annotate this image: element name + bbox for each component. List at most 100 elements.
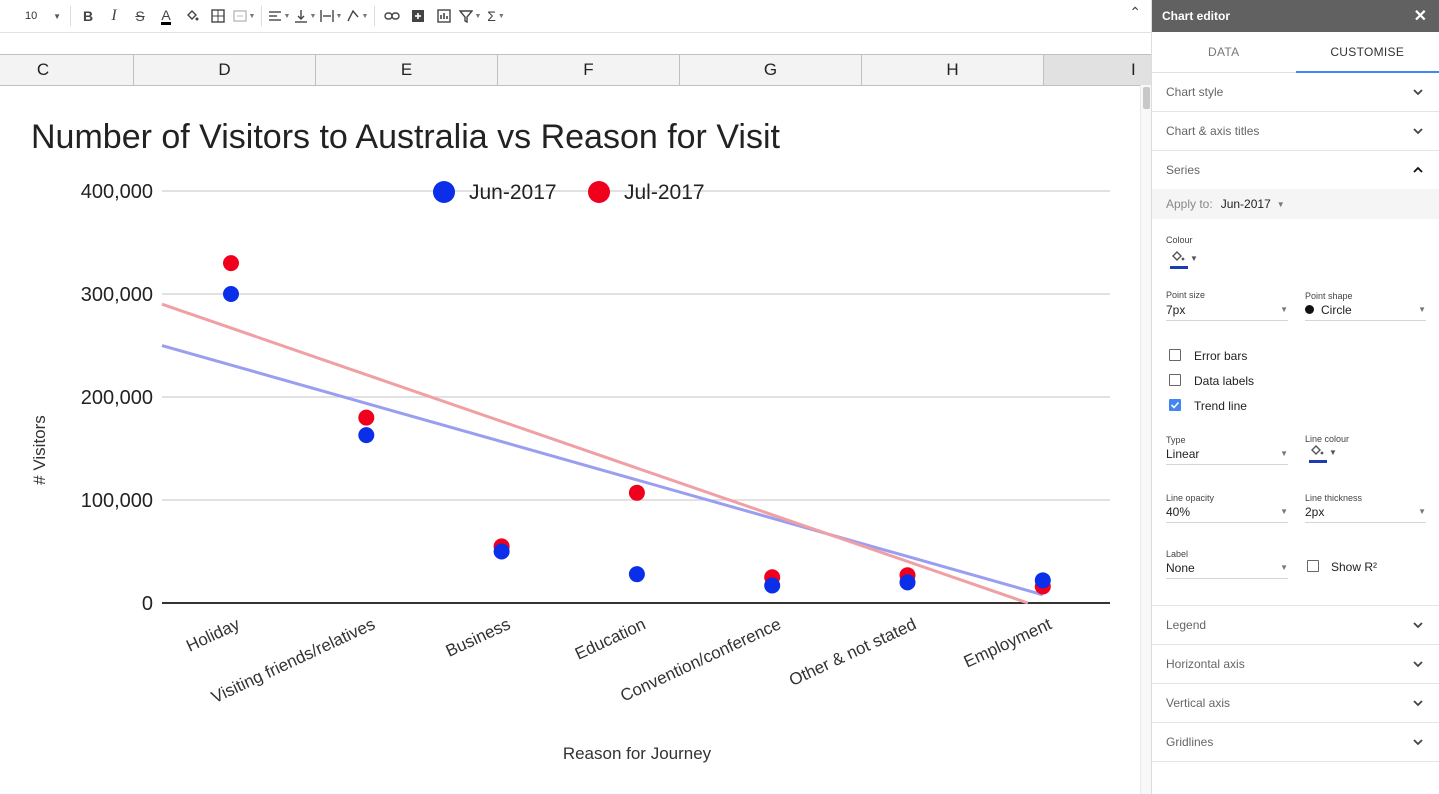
chevron-down-icon: ▼ bbox=[309, 12, 317, 20]
text-wrapping-button[interactable]: ▼ bbox=[318, 3, 344, 29]
chevron-down-icon: ▼ bbox=[53, 11, 61, 21]
merge-cells-button[interactable]: ▼ bbox=[231, 3, 257, 29]
column-header-c[interactable]: C bbox=[0, 55, 134, 85]
trend-type-select[interactable]: Linear ▼ bbox=[1166, 443, 1288, 465]
insert-chart-button[interactable] bbox=[431, 3, 457, 29]
chart-title[interactable]: Number of Visitors to Australia vs Reaso… bbox=[31, 118, 780, 156]
y-tick-label: 0 bbox=[142, 593, 153, 615]
chevron-down-icon: ▼ bbox=[1276, 199, 1285, 209]
tab-data[interactable]: DATA bbox=[1208, 45, 1240, 59]
horizontal-align-button[interactable]: ▼ bbox=[266, 3, 292, 29]
trend-line-checkbox[interactable] bbox=[1169, 399, 1181, 411]
insert-comment-button[interactable] bbox=[405, 3, 431, 29]
chevron-down-icon: ▼ bbox=[1280, 305, 1288, 314]
scatter-chart[interactable]: 0 100,000 200,000 300,000 400,000 # Visitors R… bbox=[0, 85, 1140, 794]
chevron-down-icon: ▼ bbox=[1190, 254, 1198, 263]
x-tick-label: Education bbox=[572, 614, 649, 663]
borders-icon bbox=[211, 9, 225, 23]
line-opacity-select[interactable]: 40% ▼ bbox=[1166, 501, 1288, 523]
text-colour-button[interactable]: A bbox=[153, 3, 179, 29]
x-axis-title[interactable]: Reason for Journey bbox=[563, 744, 712, 763]
borders-button[interactable] bbox=[205, 3, 231, 29]
x-tick-label: Other & not stated bbox=[786, 614, 919, 690]
filter-button[interactable]: ▼ bbox=[457, 3, 483, 29]
apply-to-select[interactable]: Jun-2017 bbox=[1220, 197, 1271, 211]
data-point[interactable] bbox=[764, 577, 781, 594]
data-point[interactable] bbox=[223, 255, 239, 272]
font-size-value: 10 bbox=[25, 10, 38, 22]
fill-colour-button[interactable] bbox=[179, 3, 205, 29]
column-header-f[interactable]: F bbox=[498, 55, 680, 85]
section-gridlines[interactable]: Gridlines bbox=[1152, 723, 1439, 762]
legend-label[interactable]: Jul-2017 bbox=[624, 181, 705, 204]
section-label: Series bbox=[1166, 163, 1201, 177]
colour-label: Colour bbox=[1166, 235, 1193, 245]
y-tick-label: 300,000 bbox=[81, 284, 153, 306]
line-colour-button[interactable]: ▼ bbox=[1307, 443, 1339, 465]
italic-button[interactable]: I bbox=[101, 3, 127, 29]
legend-marker bbox=[588, 181, 610, 203]
font-size-select[interactable]: 10 ▼ bbox=[12, 4, 66, 28]
data-point[interactable] bbox=[628, 566, 645, 583]
chevron-down-icon bbox=[1413, 622, 1423, 629]
section-chart-axis-titles[interactable]: Chart & axis titles bbox=[1152, 112, 1439, 151]
chevron-down-icon: ▼ bbox=[1418, 507, 1426, 516]
insert-link-button[interactable] bbox=[379, 3, 405, 29]
chevron-down-icon: ▼ bbox=[335, 12, 343, 20]
show-r2-checkbox[interactable] bbox=[1307, 560, 1319, 572]
data-point[interactable] bbox=[628, 484, 645, 501]
series-panel-body: Apply to: Jun-2017 ▼ Colour ▼ Point size… bbox=[1152, 189, 1439, 606]
close-icon[interactable]: ✕ bbox=[1413, 8, 1427, 25]
legend-label[interactable]: Jun-2017 bbox=[469, 181, 557, 204]
error-bars-checkbox[interactable] bbox=[1169, 349, 1181, 361]
trend-label-value: None bbox=[1166, 560, 1195, 575]
data-labels-checkbox[interactable] bbox=[1169, 374, 1181, 386]
section-series[interactable]: Series bbox=[1152, 151, 1439, 189]
trend-line[interactable] bbox=[161, 302, 1029, 605]
trend-line[interactable] bbox=[161, 344, 1044, 597]
sigma-icon: Σ bbox=[487, 8, 496, 24]
data-point[interactable] bbox=[493, 543, 510, 560]
tab-customise[interactable]: CUSTOMISE bbox=[1330, 45, 1405, 59]
column-header-e[interactable]: E bbox=[316, 55, 498, 85]
functions-button[interactable]: Σ ▼ bbox=[483, 3, 509, 29]
toolbar-separator bbox=[261, 6, 262, 26]
y-tick-label: 400,000 bbox=[81, 181, 153, 203]
data-point[interactable] bbox=[899, 574, 916, 591]
strikethrough-button[interactable]: S bbox=[127, 3, 153, 29]
section-chart-style[interactable]: Chart style bbox=[1152, 73, 1439, 112]
x-tick-label: Holiday bbox=[183, 614, 243, 655]
chevron-down-icon: ▼ bbox=[497, 12, 505, 20]
data-labels-label: Data labels bbox=[1194, 374, 1255, 388]
point-shape-select[interactable]: Circle ▼ bbox=[1305, 299, 1426, 321]
bold-button[interactable]: B bbox=[75, 3, 101, 29]
line-thickness-select[interactable]: 2px ▼ bbox=[1305, 501, 1426, 523]
series-colour-button[interactable]: ▼ bbox=[1168, 249, 1200, 271]
column-header-h[interactable]: H bbox=[862, 55, 1044, 85]
chevron-down-icon: ▼ bbox=[1418, 305, 1426, 314]
column-header-d[interactable]: D bbox=[134, 55, 316, 85]
toolbar: 10 ▼ B I S A ▼ ▼ ▼ ▼ ▼ ▼ Σ ▼ ⌃ bbox=[0, 0, 1151, 33]
section-label: Vertical axis bbox=[1166, 696, 1231, 710]
colour-swatch bbox=[1309, 460, 1327, 463]
point-size-select[interactable]: 7px ▼ bbox=[1166, 299, 1288, 321]
text-rotation-button[interactable]: ▼ bbox=[344, 3, 370, 29]
data-point[interactable] bbox=[358, 427, 375, 444]
scrollbar-thumb[interactable] bbox=[1143, 87, 1150, 109]
vertical-scrollbar[interactable] bbox=[1140, 85, 1152, 794]
vertical-align-button[interactable]: ▼ bbox=[292, 3, 318, 29]
collapse-toolbar-icon[interactable]: ⌃ bbox=[1129, 4, 1141, 20]
align-left-icon bbox=[268, 11, 281, 21]
data-point[interactable] bbox=[223, 286, 239, 302]
section-vertical-axis[interactable]: Vertical axis bbox=[1152, 684, 1439, 723]
trend-label-select[interactable]: None ▼ bbox=[1166, 557, 1288, 579]
column-header-g[interactable]: G bbox=[680, 55, 862, 85]
data-point[interactable] bbox=[1034, 572, 1051, 589]
section-horizontal-axis[interactable]: Horizontal axis bbox=[1152, 645, 1439, 684]
y-axis-title[interactable]: # Visitors bbox=[30, 415, 49, 485]
check-icon bbox=[1170, 401, 1180, 409]
section-legend[interactable]: Legend bbox=[1152, 606, 1439, 645]
section-label: Legend bbox=[1166, 618, 1207, 632]
active-tab-indicator bbox=[1296, 71, 1439, 73]
data-point[interactable] bbox=[358, 409, 375, 426]
